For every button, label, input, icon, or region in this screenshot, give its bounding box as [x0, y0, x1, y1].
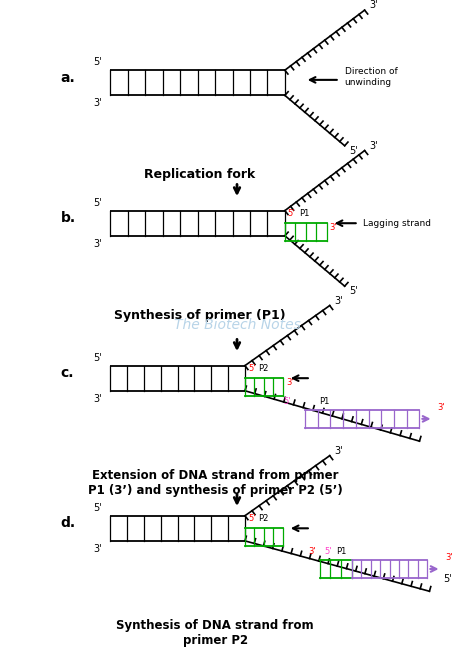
Text: d.: d. [61, 516, 76, 531]
Text: Synthesis of DNA strand from
primer P2: Synthesis of DNA strand from primer P2 [116, 619, 314, 647]
Text: P1: P1 [319, 397, 330, 406]
Text: Extension of DNA strand from primer
P1 (3’) and synthesis of primer P2 (5’): Extension of DNA strand from primer P1 (… [88, 469, 342, 497]
Text: 3': 3' [94, 238, 102, 249]
Text: c.: c. [61, 366, 74, 380]
Text: 3': 3' [370, 141, 378, 151]
Text: The Biotech Notes: The Biotech Notes [173, 318, 301, 332]
Text: b.: b. [61, 211, 76, 226]
Text: P1: P1 [337, 548, 347, 557]
Text: Direction of
unwinding: Direction of unwinding [345, 67, 397, 87]
Text: P2: P2 [258, 515, 268, 524]
Text: 3': 3' [94, 394, 102, 404]
Text: 5': 5' [350, 146, 358, 156]
Text: 3': 3' [94, 544, 102, 554]
Text: 3': 3' [335, 295, 343, 306]
Text: 3': 3' [438, 403, 445, 411]
Text: 3': 3' [330, 223, 337, 231]
Text: Synthesis of primer (P1): Synthesis of primer (P1) [114, 308, 286, 321]
Text: 3': 3' [335, 446, 343, 456]
Text: 3': 3' [308, 548, 316, 557]
Text: 3': 3' [94, 98, 102, 108]
Text: P2: P2 [258, 364, 268, 373]
Text: 5': 5' [94, 198, 102, 208]
Text: 5': 5' [94, 503, 102, 513]
Text: 5': 5' [94, 353, 102, 363]
Text: Lagging strand: Lagging strand [363, 219, 431, 227]
Text: 5': 5' [283, 397, 291, 406]
Text: Replication fork: Replication fork [145, 168, 256, 181]
Text: 5': 5' [248, 515, 255, 524]
Text: a.: a. [61, 71, 75, 85]
Text: 3': 3' [370, 0, 378, 10]
Text: P1: P1 [300, 209, 310, 218]
Text: 3': 3' [446, 553, 453, 562]
Text: 5': 5' [324, 548, 331, 557]
Text: 5': 5' [94, 57, 102, 67]
Text: 5': 5' [443, 573, 452, 584]
Text: 5': 5' [350, 286, 358, 296]
Text: 3': 3' [286, 378, 293, 387]
Text: 5': 5' [248, 364, 255, 373]
Text: 5': 5' [288, 209, 295, 218]
